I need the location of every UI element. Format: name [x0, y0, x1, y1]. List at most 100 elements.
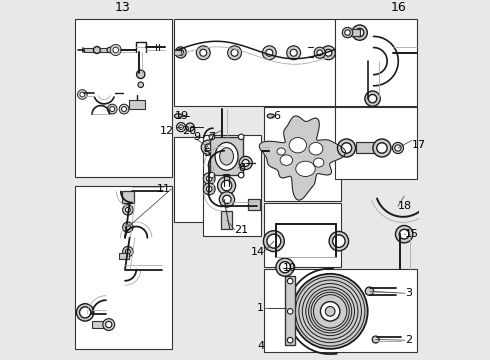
Bar — [74, 19, 172, 177]
Circle shape — [279, 262, 291, 273]
Text: 10: 10 — [283, 263, 297, 273]
Circle shape — [288, 309, 293, 314]
Bar — [264, 203, 341, 267]
Text: 17: 17 — [412, 140, 426, 149]
Bar — [285, 276, 295, 345]
Circle shape — [395, 145, 401, 151]
Circle shape — [267, 234, 281, 248]
Circle shape — [372, 336, 379, 343]
Bar — [356, 143, 374, 153]
Circle shape — [266, 49, 273, 56]
Circle shape — [209, 172, 215, 178]
Bar — [264, 269, 417, 352]
Circle shape — [76, 304, 94, 321]
Circle shape — [373, 139, 391, 157]
Circle shape — [365, 287, 373, 295]
Ellipse shape — [174, 114, 182, 118]
Circle shape — [110, 44, 121, 55]
Text: 13: 13 — [115, 1, 130, 14]
Circle shape — [206, 176, 212, 181]
Bar — [174, 50, 181, 55]
Circle shape — [138, 82, 144, 87]
Bar — [174, 137, 261, 222]
Text: 21: 21 — [235, 225, 249, 235]
Circle shape — [365, 91, 380, 106]
Circle shape — [137, 70, 145, 78]
Bar — [84, 48, 95, 53]
Polygon shape — [259, 116, 345, 200]
Circle shape — [103, 319, 115, 330]
Circle shape — [110, 107, 115, 112]
Circle shape — [399, 229, 409, 239]
Circle shape — [356, 28, 364, 37]
Circle shape — [228, 46, 242, 60]
Circle shape — [205, 144, 212, 151]
Circle shape — [122, 204, 133, 215]
Bar — [74, 185, 172, 349]
Text: 6: 6 — [273, 111, 280, 121]
Text: 12: 12 — [160, 126, 174, 136]
Bar — [119, 253, 128, 258]
Circle shape — [293, 274, 368, 349]
Circle shape — [264, 231, 284, 252]
Circle shape — [325, 306, 335, 316]
Circle shape — [122, 222, 133, 233]
Circle shape — [352, 25, 368, 40]
Text: 16: 16 — [391, 1, 407, 14]
Circle shape — [287, 46, 300, 60]
Circle shape — [223, 195, 231, 204]
Circle shape — [262, 46, 276, 60]
Ellipse shape — [296, 161, 315, 176]
Bar — [221, 211, 232, 229]
Circle shape — [125, 207, 130, 212]
Circle shape — [175, 47, 186, 58]
Circle shape — [377, 143, 387, 153]
Ellipse shape — [277, 148, 285, 155]
Circle shape — [314, 47, 325, 58]
Circle shape — [203, 173, 215, 184]
Circle shape — [220, 192, 235, 207]
Ellipse shape — [289, 138, 307, 153]
Circle shape — [203, 183, 215, 195]
Text: 2: 2 — [405, 335, 412, 345]
Circle shape — [345, 30, 350, 35]
Text: 19: 19 — [174, 111, 189, 121]
Circle shape — [392, 143, 403, 154]
Circle shape — [178, 50, 183, 55]
Circle shape — [106, 321, 112, 328]
Circle shape — [288, 278, 293, 284]
Bar — [335, 107, 417, 179]
Text: 20: 20 — [182, 126, 196, 136]
Circle shape — [317, 50, 322, 55]
Circle shape — [242, 159, 249, 166]
Circle shape — [218, 176, 236, 194]
Circle shape — [276, 258, 294, 276]
Circle shape — [231, 49, 238, 56]
Bar — [203, 135, 261, 236]
Circle shape — [343, 27, 353, 38]
Bar — [128, 100, 145, 109]
Text: 4: 4 — [257, 341, 265, 351]
Circle shape — [239, 156, 252, 170]
Circle shape — [179, 125, 183, 130]
Ellipse shape — [280, 155, 293, 165]
Bar — [122, 191, 134, 203]
Circle shape — [125, 249, 130, 254]
Text: 8: 8 — [238, 163, 245, 173]
Circle shape — [341, 143, 352, 153]
Circle shape — [125, 225, 130, 230]
Bar — [210, 137, 243, 175]
Ellipse shape — [309, 143, 323, 155]
Circle shape — [119, 104, 129, 114]
Bar — [264, 107, 341, 201]
Bar — [174, 19, 335, 105]
Circle shape — [77, 90, 87, 99]
Circle shape — [368, 94, 377, 103]
Circle shape — [79, 307, 91, 318]
Circle shape — [329, 231, 348, 251]
Ellipse shape — [267, 114, 274, 118]
Bar — [248, 199, 260, 210]
Text: 3: 3 — [405, 288, 412, 298]
Circle shape — [320, 302, 340, 321]
Text: 9: 9 — [193, 132, 200, 142]
